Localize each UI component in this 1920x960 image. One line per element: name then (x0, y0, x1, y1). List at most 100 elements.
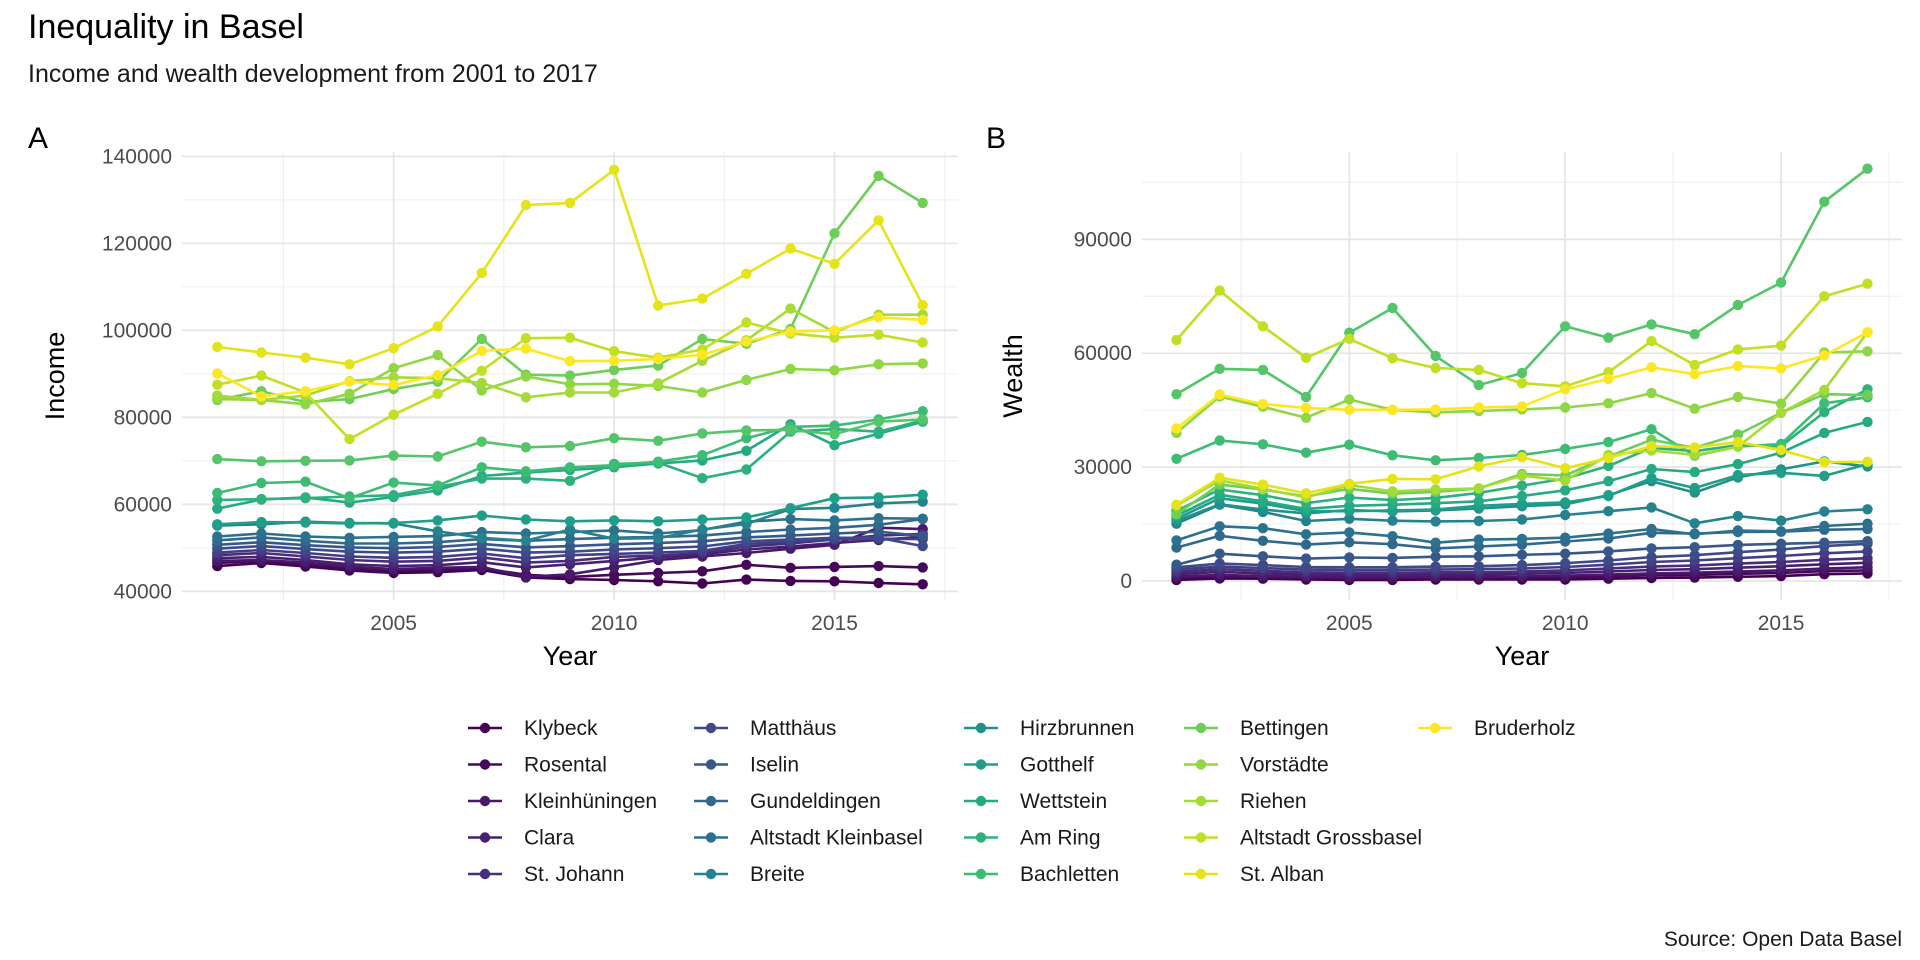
y-tick-label: 60000 (1074, 342, 1132, 365)
data-point (1516, 470, 1528, 481)
data-point (1732, 299, 1744, 311)
legend-key-point (479, 722, 491, 734)
data-point (256, 528, 267, 539)
data-point (564, 356, 576, 367)
data-point (1819, 520, 1830, 532)
data-point (432, 515, 443, 526)
data-point (564, 332, 576, 343)
data-point (1732, 525, 1744, 536)
data-point (1171, 509, 1182, 520)
data-point (829, 258, 840, 269)
data-point (1732, 458, 1744, 470)
data-point (432, 369, 443, 381)
data-point (829, 522, 840, 533)
data-point (1862, 346, 1873, 357)
data-point (1819, 291, 1830, 302)
data-point (608, 569, 620, 580)
data-point (1473, 534, 1485, 545)
data-point (388, 343, 399, 354)
y-tick-label: 0 (1120, 570, 1132, 593)
data-point (1689, 542, 1700, 553)
y-tick-label: 40000 (114, 580, 172, 603)
data-point (829, 325, 840, 336)
data-point (1387, 539, 1398, 550)
data-point (873, 416, 884, 427)
data-point (1300, 561, 1312, 573)
data-point (1430, 516, 1441, 527)
data-point (608, 387, 620, 398)
data-point (1689, 329, 1700, 340)
data-point (697, 473, 708, 484)
legend-item-altstadt-kleinbasel: Altstadt Kleinbasel (694, 827, 923, 850)
data-point (1171, 559, 1182, 570)
series-bachletten (212, 406, 928, 504)
data-point (1171, 423, 1182, 434)
data-point (476, 436, 487, 447)
data-point (917, 314, 928, 326)
data-point (476, 385, 487, 396)
data-point (1819, 384, 1830, 396)
data-point (1257, 364, 1269, 376)
data-point (300, 517, 311, 528)
legend-label: Altstadt Grossbasel (1240, 827, 1422, 850)
data-point (1819, 457, 1830, 468)
data-point (1646, 472, 1657, 484)
legend-key-point (1195, 722, 1207, 734)
legend-item-altstadt-grossbasel: Altstadt Grossbasel (1184, 827, 1422, 850)
series-gundeldingen (1171, 536, 1873, 570)
data-point (1473, 496, 1485, 507)
data-point (520, 199, 532, 211)
data-point (1732, 360, 1744, 372)
legend-label: St. Alban (1240, 863, 1324, 886)
data-point (1214, 548, 1225, 559)
data-point (520, 473, 532, 484)
data-point (697, 428, 708, 439)
data-point (1516, 549, 1528, 560)
legend-item-am-ring: Am Ring (964, 827, 1101, 850)
source-caption: Source: Open Data Basel (1664, 928, 1902, 951)
data-point (1775, 363, 1787, 374)
legend-item-st-johann: St. Johann (468, 863, 624, 886)
data-point (1300, 391, 1312, 403)
data-point (608, 364, 620, 376)
data-point (1603, 332, 1614, 343)
data-point (520, 333, 532, 344)
series-vorst-dte (1171, 163, 1873, 403)
data-point (1732, 429, 1744, 440)
data-point (697, 450, 708, 461)
data-point (1387, 562, 1398, 573)
data-point (1646, 319, 1657, 330)
data-point (697, 524, 708, 535)
data-point (741, 526, 752, 538)
legend-label: Bettingen (1240, 717, 1329, 740)
data-point (1560, 463, 1571, 474)
data-point (785, 562, 796, 573)
figure-subtitle: Income and wealth development from 2001 … (28, 60, 598, 88)
data-point (1344, 492, 1355, 503)
data-point (829, 561, 840, 573)
data-point (1819, 427, 1830, 439)
data-point (212, 519, 223, 530)
data-point (520, 514, 532, 525)
data-point (653, 516, 664, 527)
data-point (1603, 460, 1614, 472)
data-point (741, 336, 752, 347)
data-point (564, 569, 576, 580)
data-point (1171, 499, 1182, 510)
series-bettingen (212, 414, 928, 467)
data-point (344, 433, 355, 445)
data-point (741, 464, 752, 475)
data-point (344, 455, 355, 466)
legend-item-gotthelf: Gotthelf (964, 754, 1094, 777)
legend-label: Matthäus (750, 717, 836, 740)
legend-key-point (1429, 722, 1441, 734)
data-point (300, 386, 311, 397)
data-point (785, 575, 796, 587)
panel-income: 40000 60000 80000 100000 120000 140000 2005 201… (28, 122, 958, 671)
data-point (520, 343, 532, 354)
data-point (1646, 502, 1657, 513)
data-point (1344, 439, 1355, 450)
data-point (1819, 548, 1830, 559)
data-point (256, 477, 267, 489)
